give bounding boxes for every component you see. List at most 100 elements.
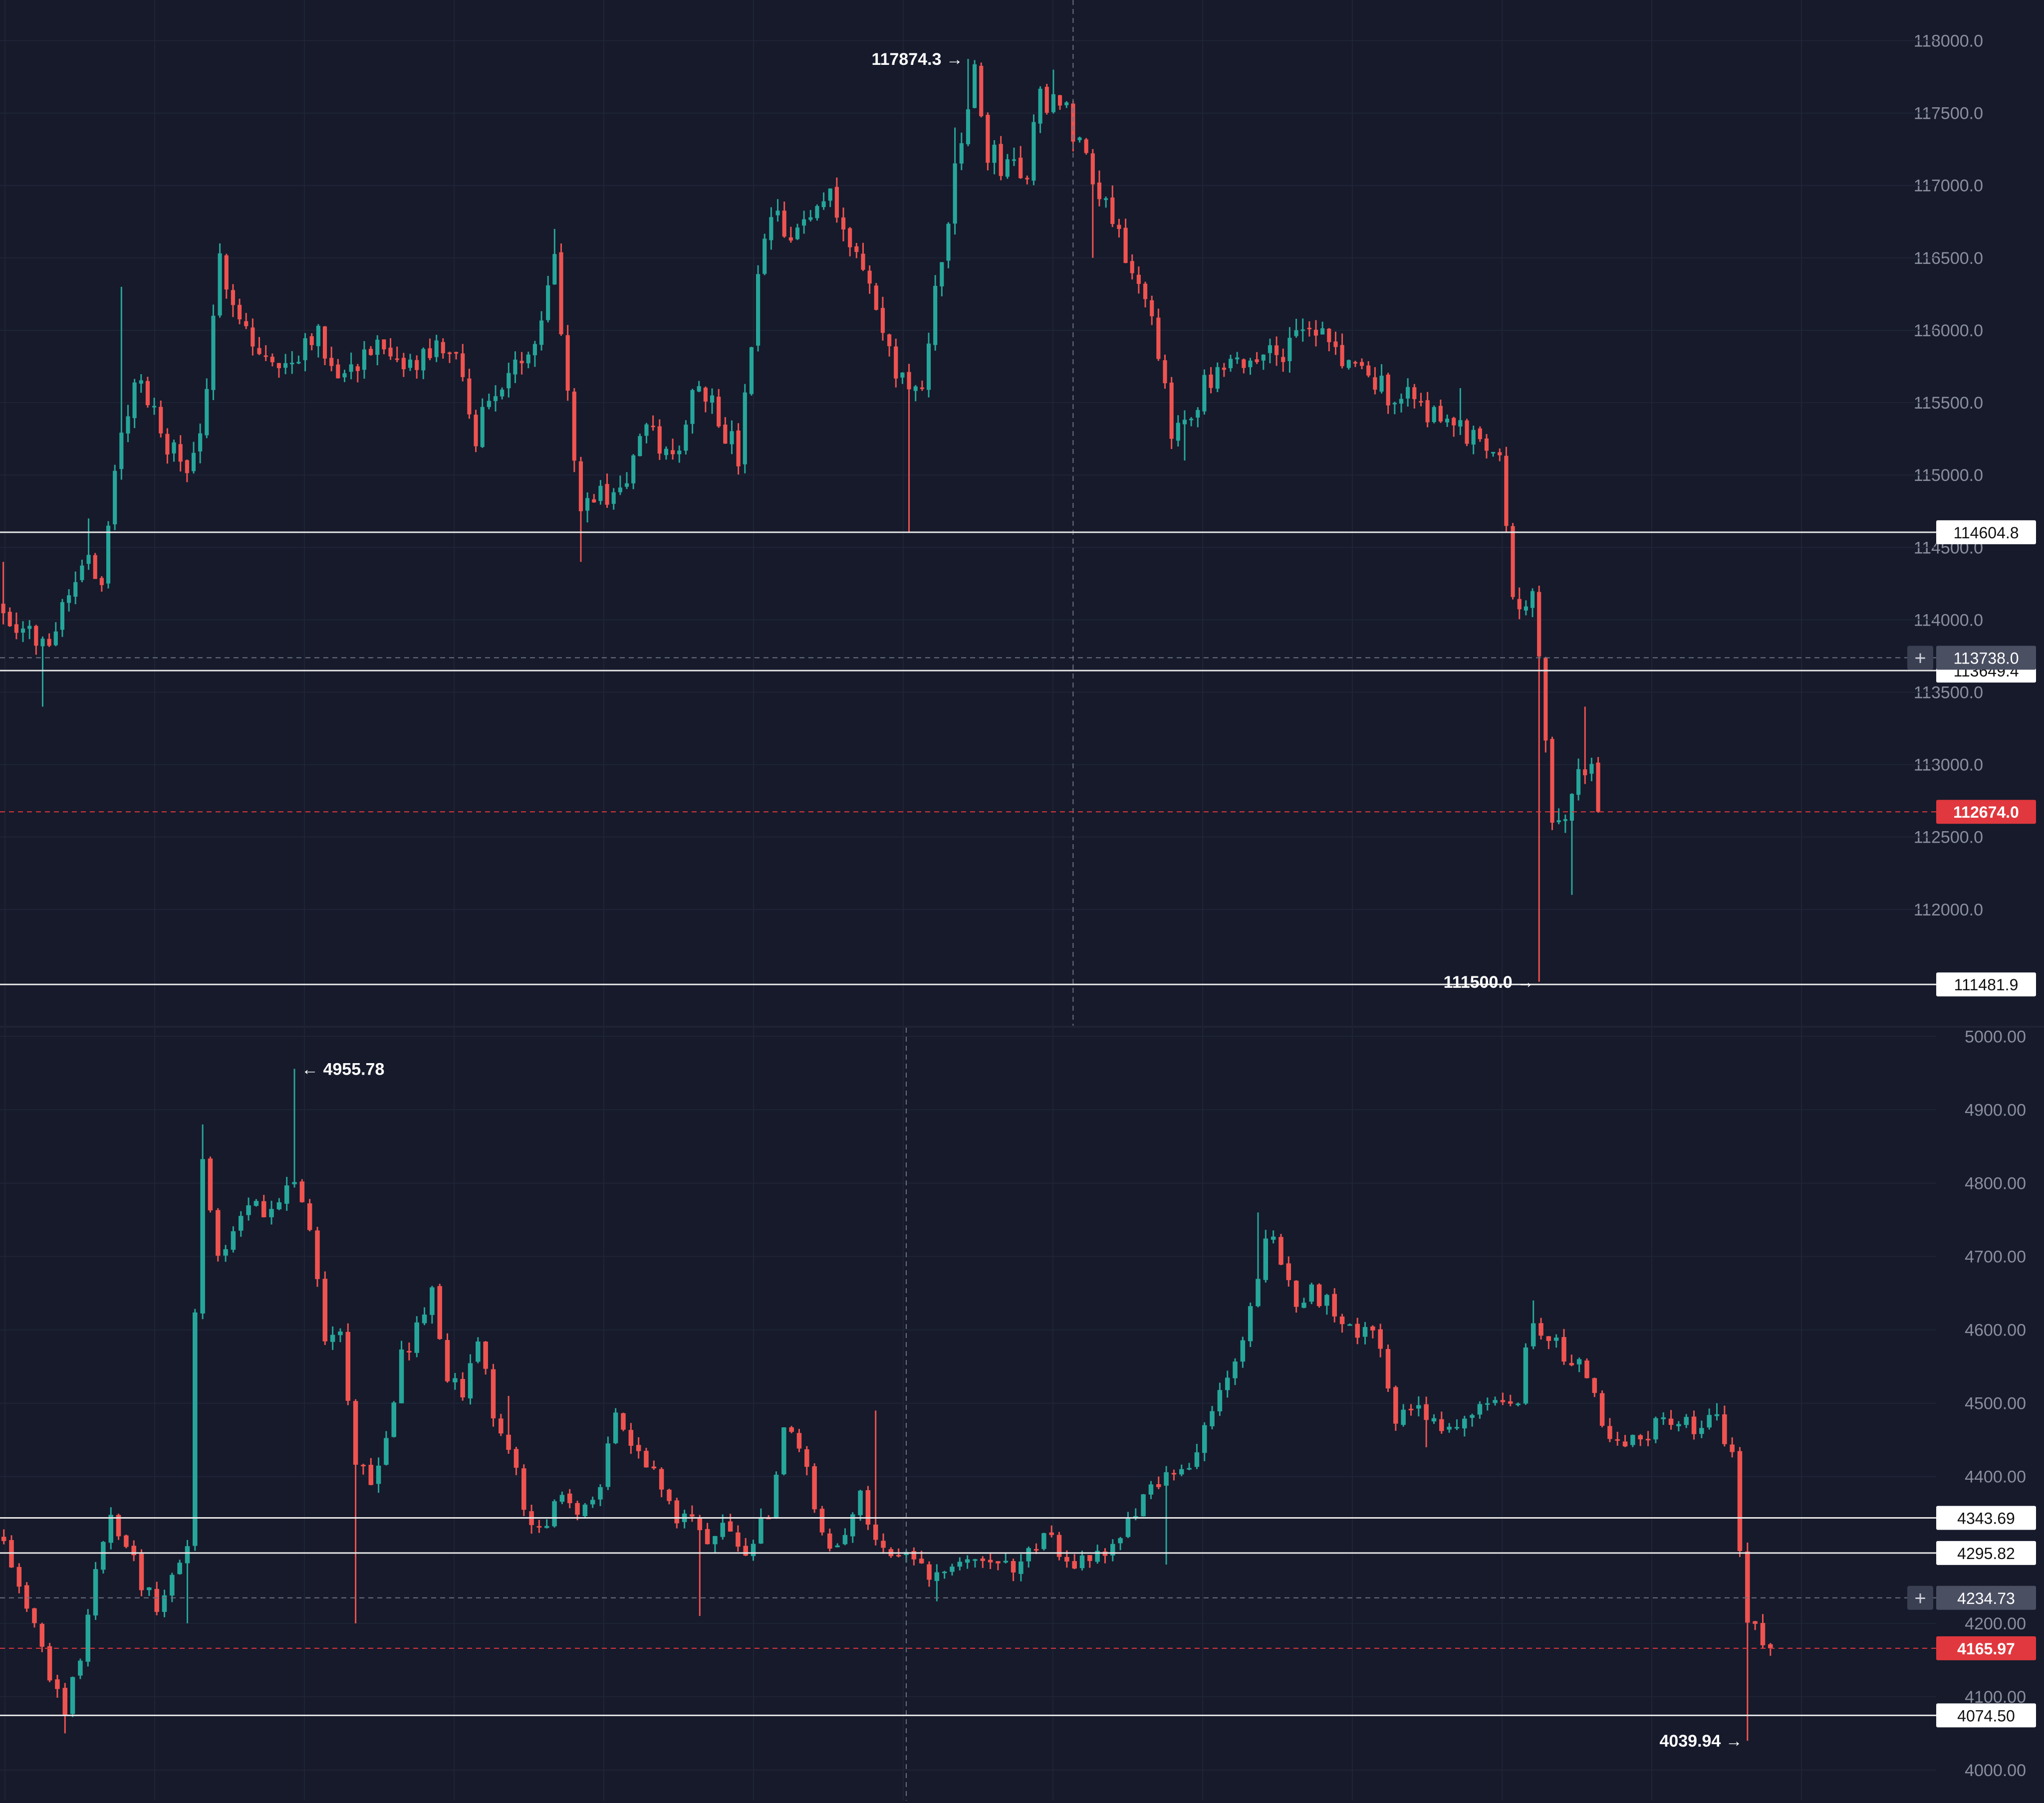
candle [1164,1466,1169,1565]
candle [934,1564,940,1601]
candle-body [154,1588,159,1612]
candle-body [1462,1418,1467,1429]
candle [467,369,472,419]
candle [414,1316,419,1357]
candle-body [526,354,530,364]
candle-body [1196,410,1200,418]
candle-body [126,416,130,434]
candle [487,393,491,410]
candle [73,571,78,605]
candle-body [782,211,786,237]
candle [848,227,852,256]
candle-body [231,1231,236,1250]
candle [67,589,71,612]
candle [1281,348,1285,372]
candle-body [552,254,557,285]
candle [802,211,806,234]
candle-body [1353,362,1358,364]
candle [539,311,544,351]
candle-body [124,1535,129,1547]
candles [1,59,1600,982]
candle [1187,1463,1192,1470]
candle [200,1124,205,1320]
candle-body [1373,377,1377,390]
level-price-label: 4074.50 [1936,1703,2036,1728]
candle-body [1543,658,1548,741]
candle-body [1164,1472,1169,1486]
candle-body [1026,1548,1031,1562]
candle-body [781,1427,786,1475]
candle-body [578,461,583,511]
candle [651,1460,657,1470]
add-alert-button[interactable] [1907,1585,1933,1610]
candle [1498,448,1502,461]
candle-body [796,1433,802,1449]
candle [913,385,918,402]
candle-body [1118,1538,1123,1544]
candle-body [362,349,367,370]
candle-body [835,1545,840,1548]
candle-body [1176,423,1180,441]
candle-body [1576,769,1581,795]
candle [567,1489,572,1509]
candle [513,351,517,383]
candle-body [644,1451,649,1468]
candle [521,1464,526,1516]
candle-body [636,1445,641,1451]
level-label-box [1936,1541,2036,1565]
pane-background [0,1028,2044,1801]
candle [1607,1418,1612,1442]
candle-body [1471,430,1476,445]
candle-body [1313,329,1318,336]
pane-divider[interactable] [0,1026,2044,1028]
level-label-text: 111481.9 [1954,976,2019,994]
candle-body [460,1379,465,1398]
candle-body [598,1487,603,1500]
candle [1012,147,1017,166]
add-alert-button[interactable] [1907,646,1933,670]
candle [1645,1431,1651,1446]
candle-body [1300,329,1305,331]
extreme-price-annotation: 111500.0 → [1444,973,1534,992]
candle [1163,354,1167,389]
candle [336,359,340,379]
candle [1263,1230,1269,1283]
candle-body [32,1608,37,1623]
candle [1210,1406,1215,1429]
candle-body [697,386,701,392]
y-tick-label: 4500.00 [1965,1394,2026,1413]
candle-body [613,1412,618,1443]
candle-body [1233,1361,1238,1378]
candle [1362,1322,1368,1345]
candle-body [1615,1439,1620,1441]
candle-body [1596,762,1600,812]
candle [159,400,163,438]
candle [1031,114,1036,186]
candle-body [1275,345,1279,355]
candle [1041,1533,1046,1551]
candle [788,226,793,243]
candle-body [1668,1418,1674,1425]
candle [1005,154,1010,179]
candle-body [1439,1419,1444,1431]
candle-body [67,595,71,603]
candle [1504,447,1509,533]
candle-body [565,335,570,391]
candle-body [979,65,984,116]
candle [544,1519,549,1529]
candle [690,1505,695,1522]
candle-body [697,1518,703,1531]
candle [1286,1256,1291,1287]
candle [1156,1476,1161,1489]
candle-body [973,1559,978,1561]
candle-body [1133,1516,1138,1518]
candle [705,1523,710,1545]
candle-body [269,1209,274,1217]
candle [483,1341,488,1375]
candle [763,233,767,275]
candle-body [1044,87,1049,113]
candle-body [965,1559,970,1563]
candle [1196,407,1200,428]
